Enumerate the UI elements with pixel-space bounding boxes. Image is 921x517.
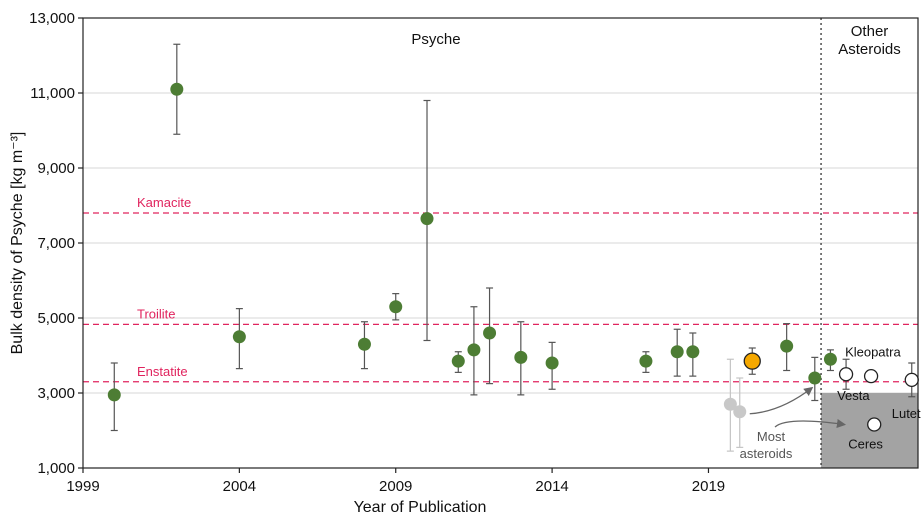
arrows (749, 386, 847, 428)
most-asteroids-region (821, 393, 918, 468)
asteroid-label: Vesta (837, 388, 870, 403)
data-points: Kleopatra Vesta Ceres Lutetia (107, 43, 921, 452)
axis-ticks: 1,000 3,000 5,000 7,000 9,000 11,000 13,000 199… (29, 10, 725, 495)
faded-point (723, 397, 737, 411)
psyche-point (467, 343, 481, 357)
psyche-point (107, 388, 121, 402)
y-axis-title: Bulk density of Psyche [kg m⁻³] (9, 132, 26, 355)
psyche-point (389, 300, 403, 314)
most-asteroids-label-line1: Most (757, 429, 786, 444)
psyche-point (808, 371, 822, 385)
psyche-point (483, 326, 497, 340)
y-tick-label: 3,000 (37, 385, 75, 402)
psyche-point (670, 345, 684, 359)
faded-point (733, 405, 747, 419)
psyche-point (451, 354, 465, 368)
psyche-point (357, 337, 371, 351)
asteroid-point (863, 368, 879, 384)
y-tick-label: 9,000 (37, 160, 75, 177)
reference-lines: Kamacite Troilite Enstatite (83, 195, 918, 383)
y-tick-label: 5,000 (37, 310, 75, 327)
asteroid-point (838, 367, 854, 382)
psyche-point (420, 212, 434, 226)
y-tick-label: 13,000 (29, 10, 75, 27)
arrow-most-asteroids (774, 418, 847, 428)
arrow-faded-to-psyche (749, 386, 814, 415)
highlight-point (743, 352, 761, 370)
ref-line-label: Kamacite (137, 195, 191, 210)
other-panel-title-line2: Asteroids (838, 41, 901, 58)
asteroid-label: Kleopatra (845, 344, 901, 359)
asteroid-point (867, 417, 882, 432)
psyche-point (686, 345, 700, 359)
psyche-point (823, 352, 837, 366)
asteroid-point (904, 372, 919, 388)
ref-line-label: Enstatite (137, 364, 188, 379)
x-tick-label: 2014 (535, 478, 568, 495)
x-tick-label: 2019 (692, 478, 725, 495)
y-tick-label: 1,000 (37, 460, 75, 477)
asteroid-label: Ceres (848, 437, 883, 452)
y-tick-label: 11,000 (30, 85, 75, 102)
y-tick-label: 7,000 (37, 235, 75, 252)
psyche-point (545, 356, 559, 370)
psyche-point (639, 354, 653, 368)
psyche-point (232, 330, 246, 344)
ref-line-label: Troilite (137, 306, 176, 321)
x-axis-title: Year of Publication (354, 499, 487, 516)
x-tick-label: 2004 (223, 478, 256, 495)
gridlines (83, 17, 918, 394)
psyche-point (170, 82, 184, 96)
psyche-point (780, 339, 794, 353)
asteroid-label: Lutetia (892, 406, 921, 421)
psyche-panel-title: Psyche (411, 31, 460, 48)
x-tick-label: 2009 (379, 478, 412, 495)
x-tick-label: 1999 (66, 478, 99, 495)
other-panel-title-line1: Other (851, 23, 889, 40)
psyche-point (514, 350, 528, 364)
most-asteroids-label-line2: asteroids (740, 446, 793, 461)
